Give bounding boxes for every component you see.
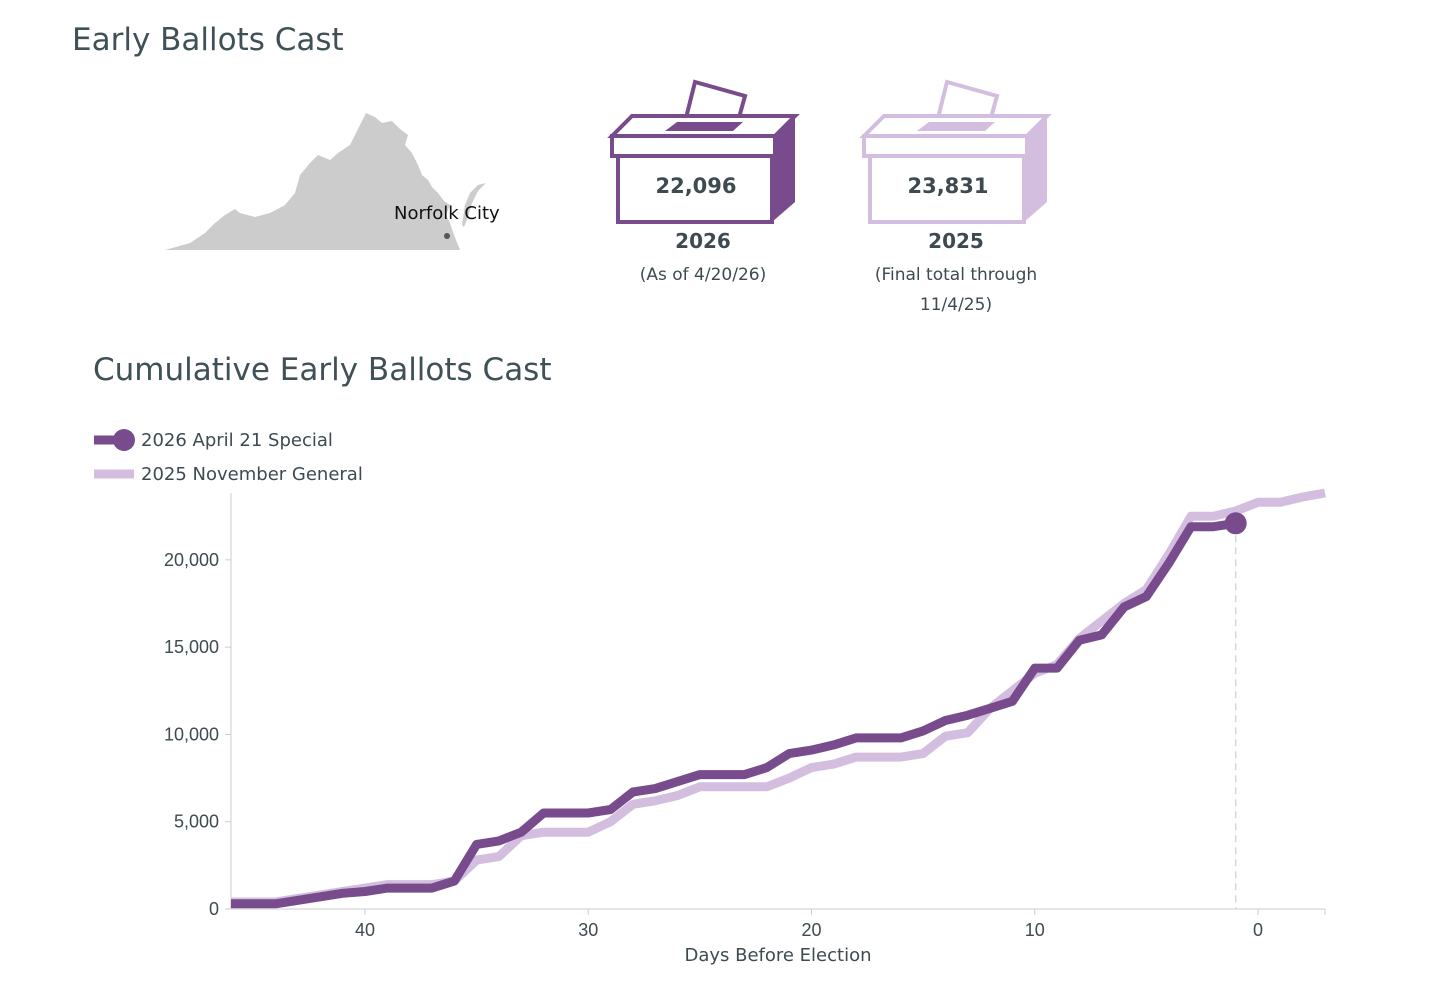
y-tick-label: 15,000: [164, 637, 219, 657]
x-tick-label: 0: [1253, 920, 1263, 940]
y-tick-label: 20,000: [164, 550, 219, 570]
box-slot: [665, 122, 743, 131]
note-2025: (Final total through 11/4/25): [846, 260, 1066, 320]
norfolk-marker: [444, 233, 450, 239]
box-slot: [917, 122, 995, 131]
note-2025-line2: 11/4/25): [919, 295, 993, 315]
chart-legend: 2026 April 21 Special 2025 November Gene…: [92, 423, 363, 491]
legend-label-2026: 2026 April 21 Special: [141, 429, 333, 451]
y-tick-label: 10,000: [164, 724, 219, 744]
legend-item-2026[interactable]: 2026 April 21 Special: [92, 423, 363, 457]
page-title: Early Ballots Cast: [72, 22, 344, 58]
chart-title: Cumulative Early Ballots Cast: [93, 352, 552, 388]
series-line-2025: [231, 488, 1326, 907]
virginia-shape: [165, 113, 486, 250]
labels-layer: 0 5,000 10,000 15,000 20,000 40 30 20 10 0 Days Be…: [164, 550, 1263, 966]
legend-label-2025: 2025 November General: [141, 463, 363, 485]
legend-item-2025[interactable]: 2025 November General: [92, 457, 363, 491]
note-2026: (As of 4/20/26): [639, 265, 767, 285]
ballot-box-2025: [859, 79, 1052, 224]
x-tick-label: 20: [801, 920, 821, 940]
legend-swatch-2025: [94, 469, 134, 479]
x-axis-title: Days Before Election: [684, 945, 871, 966]
box-side: [772, 116, 795, 222]
box-body: [616, 154, 774, 224]
series-layer: [231, 488, 1326, 909]
series-end-marker-2026: [1224, 512, 1247, 535]
x-tick-label: 40: [355, 920, 375, 940]
legend-swatch-2026: [94, 429, 135, 451]
year-2026: 2026: [675, 229, 731, 253]
count-2025: 23,831: [907, 174, 989, 198]
count-2026: 22,096: [655, 174, 737, 198]
x-tick-label: 30: [578, 920, 598, 940]
map-label: Norfolk City: [394, 203, 500, 224]
series-line-2026: [231, 518, 1237, 909]
y-tick-label: 5,000: [174, 812, 219, 832]
year-2025: 2025: [928, 229, 984, 253]
axes-layer: [225, 493, 1326, 915]
box-side: [1024, 116, 1047, 222]
box-body: [868, 154, 1026, 224]
y-tick-label: 0: [209, 899, 219, 919]
ballot-box-2026: [607, 79, 800, 224]
virginia-map: [165, 113, 486, 250]
x-tick-label: 10: [1025, 920, 1045, 940]
note-2025-line1: (Final total through: [874, 265, 1038, 285]
